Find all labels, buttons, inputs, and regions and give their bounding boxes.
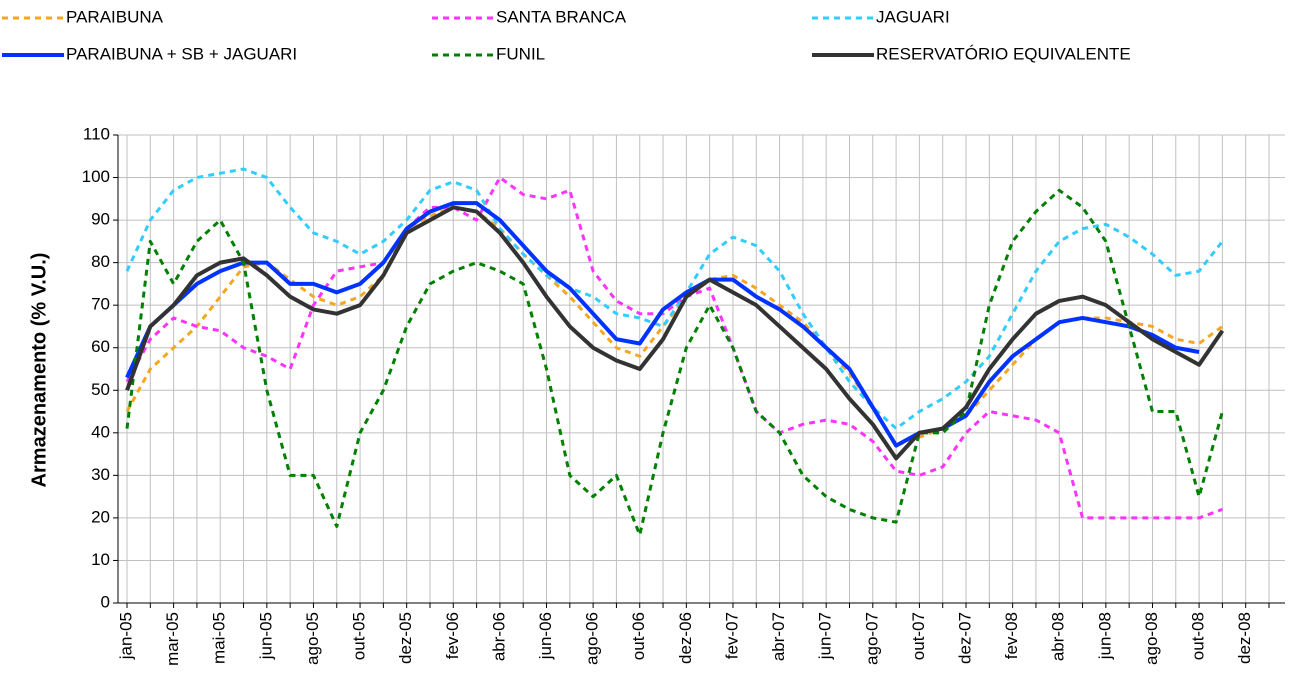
y-tick-label: 0	[101, 592, 110, 611]
x-tick-label: jun-07	[816, 612, 835, 660]
x-tick-label: ago-07	[862, 612, 881, 665]
legend-label: FUNIL	[496, 44, 545, 63]
x-tick-label: dez-08	[1235, 612, 1254, 664]
y-tick-label: 30	[91, 465, 110, 484]
x-tick-label: fev-06	[443, 612, 462, 659]
y-axis-label: Armazenamento (% V.U.)	[28, 253, 50, 488]
y-tick-label: 60	[91, 337, 110, 356]
series-line	[125, 201, 1200, 448]
x-tick-label: out-07	[909, 612, 928, 660]
x-tick-label: jan-05	[116, 612, 135, 660]
y-tick-label: 40	[91, 422, 110, 441]
legend-label: RESERVATÓRIO EQUIVALENTE	[876, 44, 1131, 63]
legend-label: PARAIBUNA + SB + JAGUARI	[66, 44, 297, 63]
legend-label: PARAIBUNA	[66, 7, 164, 26]
x-tick-label: abr-06	[489, 612, 508, 661]
x-tick-label: out-08	[1189, 612, 1208, 660]
x-tick-label: fev-08	[1002, 612, 1021, 659]
y-tick-label: 70	[91, 295, 110, 314]
y-tick-label: 50	[91, 380, 110, 399]
x-tick-label: out-05	[350, 612, 369, 660]
x-tick-label: dez-06	[676, 612, 695, 664]
x-tick-label: jun-05	[256, 612, 275, 660]
legend-label: SANTA BRANCA	[496, 7, 627, 26]
x-tick-label: abr-07	[769, 612, 788, 661]
x-tick-label: ago-05	[303, 612, 322, 665]
y-tick-label: 80	[91, 252, 110, 271]
x-tick-label: jun-08	[1095, 612, 1114, 660]
x-tick-label: ago-08	[1142, 612, 1161, 665]
series-line	[125, 205, 1225, 461]
x-tick-label: dez-07	[956, 612, 975, 664]
series-line	[125, 176, 1223, 520]
x-tick-label: abr-08	[1049, 612, 1068, 661]
x-tick-label: out-06	[629, 612, 648, 660]
y-tick-label: 110	[83, 124, 110, 143]
y-tick-label: 100	[82, 167, 110, 186]
legend-label: JAGUARI	[876, 7, 950, 26]
x-tick-label: mai-05	[210, 612, 229, 664]
y-tick-label: 10	[91, 550, 110, 569]
x-tick-label: fev-07	[722, 612, 741, 659]
y-tick-label: 20	[91, 507, 110, 526]
x-tick-label: jun-06	[536, 612, 555, 660]
x-tick-label: dez-05	[396, 612, 415, 664]
y-tick-label: 90	[91, 210, 110, 229]
series-line	[125, 188, 1224, 537]
x-tick-label: mar-05	[163, 612, 182, 666]
x-tick-label: ago-06	[583, 612, 602, 665]
